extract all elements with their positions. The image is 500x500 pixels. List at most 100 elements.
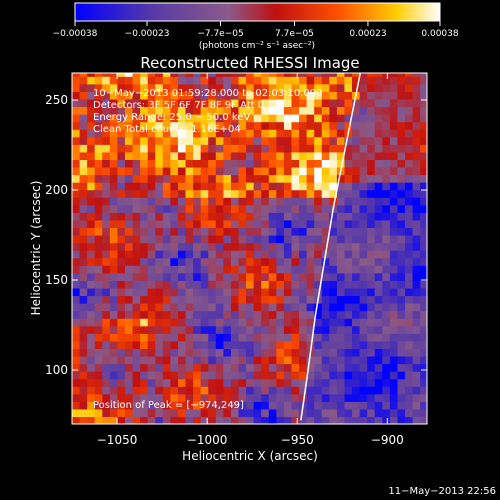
- heatmap-cell: [314, 242, 323, 251]
- heatmap-cell: [367, 73, 376, 77]
- heatmap-cell: [155, 83, 164, 92]
- heatmap-cell: [185, 371, 194, 380]
- heatmap-cell: [291, 348, 300, 357]
- heatmap-cell: [321, 219, 330, 229]
- heatmap-cell: [215, 325, 224, 334]
- heatmap-cell: [117, 280, 126, 289]
- heatmap-cell: [102, 318, 111, 327]
- heatmap-cell: [283, 340, 293, 349]
- heatmap-cell: [352, 295, 361, 304]
- heatmap-cell: [405, 204, 414, 213]
- heatmap-cell: [200, 371, 209, 380]
- heatmap-cell: [329, 401, 338, 410]
- heatmap-cell: [208, 401, 217, 410]
- heatmap-cell: [314, 393, 323, 402]
- heatmap-cell: [117, 129, 126, 138]
- heatmap-cell: [291, 136, 300, 145]
- heatmap-cell: [329, 393, 338, 402]
- heatmap-cell: [147, 212, 156, 221]
- heatmap-cell: [185, 310, 194, 319]
- heatmap-cell: [412, 280, 421, 289]
- heatmap-cell: [283, 83, 293, 92]
- heatmap-cell: [124, 219, 134, 229]
- heatmap-cell: [306, 401, 315, 410]
- heatmap-cell: [291, 212, 300, 221]
- heatmap-cell: [283, 355, 293, 365]
- heatmap-cell: [117, 355, 126, 365]
- heatmap-cell: [124, 355, 134, 365]
- colorbar: [74, 2, 441, 22]
- heatmap-cell: [344, 227, 353, 236]
- heatmap-cell: [405, 174, 414, 183]
- heatmap-cell: [321, 166, 330, 176]
- heatmap-cell: [162, 348, 171, 357]
- heatmap-cell: [238, 401, 247, 410]
- heatmap-cell: [170, 159, 179, 168]
- heatmap-cell: [405, 378, 414, 387]
- heatmap-cell: [124, 129, 134, 138]
- heatmap-cell: [147, 235, 156, 244]
- heatmap-cell: [253, 227, 262, 236]
- heatmap-cell: [329, 106, 338, 115]
- heatmap-cell: [321, 401, 330, 410]
- heatmap-cell: [140, 129, 149, 138]
- heatmap-cell: [117, 121, 126, 130]
- heatmap-cell: [359, 371, 368, 380]
- heatmap-cell: [238, 166, 247, 176]
- heatmap-cell: [253, 144, 262, 153]
- heatmap-cell: [344, 204, 353, 213]
- heatmap-cell: [397, 136, 406, 145]
- heatmap-cell: [147, 250, 156, 259]
- heatmap-cell: [200, 303, 209, 312]
- heatmap-cell: [336, 159, 346, 168]
- heatmap-cell: [200, 174, 209, 183]
- heatmap-cell: [405, 73, 414, 77]
- heatmap-cell: [374, 212, 383, 221]
- heatmap-cell: [412, 287, 421, 297]
- heatmap-cell: [185, 318, 194, 327]
- heatmap-cell: [140, 189, 149, 198]
- heatmap-cell: [102, 325, 111, 334]
- heatmap-cell: [314, 114, 323, 123]
- heatmap-cell: [359, 136, 368, 145]
- heatmap-cell: [140, 265, 149, 274]
- heatmap-cell: [336, 73, 346, 77]
- heatmap-cell: [367, 174, 376, 183]
- colorbar-ticks: −0.00038 −0.00023 −7.7e−05 7.7e−05 0.00023 0.…: [53, 21, 459, 39]
- heatmap-cell: [321, 235, 330, 244]
- heatmap-cell: [420, 182, 427, 191]
- heatmap-cell: [276, 106, 285, 115]
- heatmap-cell: [389, 393, 399, 402]
- heatmap-cell: [72, 151, 81, 160]
- heatmap-cell: [276, 250, 285, 259]
- heatmap-cell: [246, 121, 255, 130]
- heatmap-cell: [420, 325, 427, 334]
- heatmap-cell: [124, 408, 134, 418]
- heatmap-cell: [253, 189, 262, 198]
- heatmap-cell: [389, 91, 399, 100]
- heatmap-cell: [177, 136, 187, 145]
- heatmap-cell: [329, 227, 338, 236]
- heatmap-cell: [185, 235, 194, 244]
- heatmap-cell: [162, 287, 171, 297]
- heatmap-cell: [200, 250, 209, 259]
- heatmap-cell: [185, 348, 194, 357]
- heatmap-cell: [79, 287, 88, 297]
- heatmap-cell: [359, 73, 368, 77]
- heatmap-cell: [420, 73, 427, 77]
- heatmap-cell: [185, 408, 194, 418]
- heatmap-cell: [276, 235, 285, 244]
- heatmap-cell: [246, 91, 255, 100]
- heatmap-cell: [291, 174, 300, 183]
- heatmap-cell: [162, 378, 171, 387]
- heatmap-cell: [72, 348, 81, 357]
- heatmap-cell: [162, 166, 171, 176]
- heatmap-cell: [261, 257, 270, 266]
- heatmap-cell: [405, 189, 414, 198]
- heatmap-cell: [352, 250, 361, 259]
- heatmap-cell: [268, 257, 277, 266]
- heatmap-cell: [124, 371, 134, 380]
- heatmap-cell: [276, 408, 285, 418]
- heatmap-cell: [397, 182, 406, 191]
- heatmap-cell: [94, 363, 103, 372]
